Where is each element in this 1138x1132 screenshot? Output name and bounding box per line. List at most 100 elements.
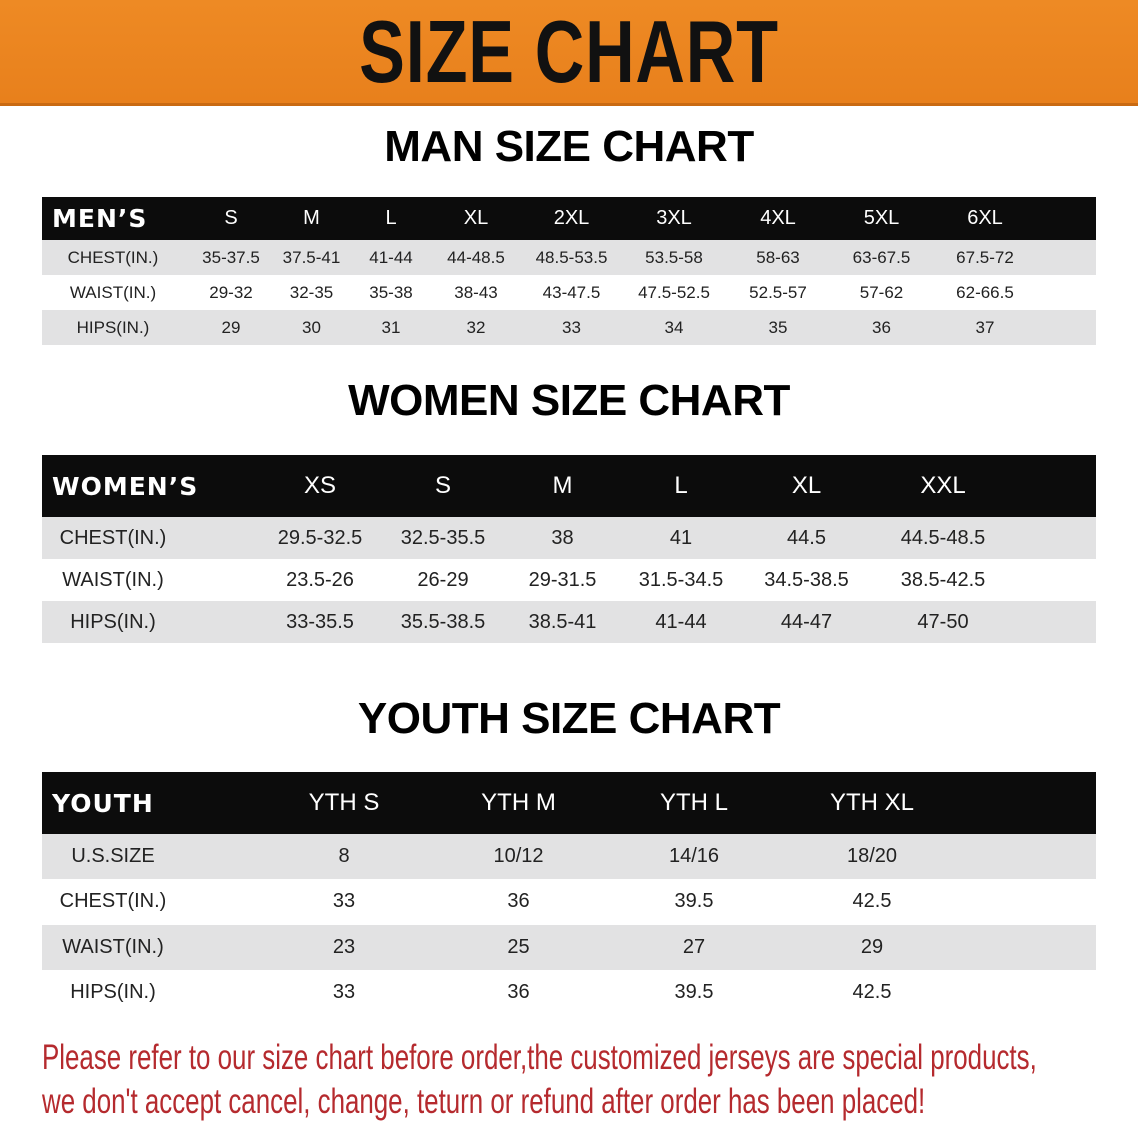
- table-cell: 42.5: [852, 890, 892, 913]
- size-column-header: XL: [791, 472, 822, 499]
- table-cell: 10/12: [493, 845, 544, 868]
- table-cell: 36: [507, 890, 530, 913]
- table-cell: 53.5-58: [645, 247, 703, 267]
- table-cell: 33-35.5: [286, 610, 354, 633]
- table-cell: 31: [381, 317, 401, 337]
- table-row: WAIST(IN.) 23.5-26 26-29 29-31.5 31.5-34.5 34…: [42, 559, 1096, 601]
- row-label-cell: U.S.SIZE: [42, 845, 257, 868]
- table-cell: 29-32: [209, 282, 253, 302]
- size-column-header: S: [224, 207, 238, 229]
- table-cell: 47-50: [917, 610, 969, 633]
- table-cell: 34: [664, 317, 684, 337]
- table-header-row: YOUTH YTH S YTH M YTH L YTH XL: [42, 772, 1096, 834]
- table-cell: 41-44: [655, 610, 707, 633]
- size-column-header: YTH S: [308, 789, 380, 816]
- table-cell: 25: [507, 935, 530, 958]
- table-row: CHEST(IN.) 35-37.5 37.5-41 41-44 44-48.5 48.5…: [42, 240, 1096, 275]
- table-cell: 38.5-41: [528, 610, 597, 633]
- size-column-header: L: [674, 472, 688, 499]
- size-column-header: XXL: [920, 472, 966, 499]
- size-column-header: M: [303, 207, 320, 229]
- size-column-header: 2XL: [553, 207, 590, 229]
- table-cell: 23.5-26: [286, 568, 354, 591]
- table-cell: 14/16: [668, 845, 720, 868]
- row-label: U.S.SIZE: [71, 845, 155, 868]
- table-cell: 44-47: [780, 610, 833, 633]
- table-cell: 29: [221, 317, 241, 337]
- table-cell: 36: [872, 317, 891, 337]
- table-cell: 57-62: [859, 282, 904, 302]
- table-cell: 37: [975, 317, 995, 337]
- row-label-cell: WAIST(IN.): [42, 283, 190, 303]
- table-row: CHEST(IN.) 29.5-32.5 32.5-35.5 38 41 44.5 44.5…: [42, 517, 1096, 559]
- table-header-label: YOUTH: [52, 788, 154, 818]
- size-column-header: XS: [303, 472, 336, 499]
- table-cell: 39.5: [674, 981, 714, 1004]
- table-row: WAIST(IN.) 23 25 27 29: [42, 924, 1096, 970]
- table-cell: 42.5: [852, 981, 892, 1004]
- youth-size-table: YOUTH YTH S YTH M YTH L YTH XL U.S.SIZE 8 10/12…: [42, 772, 1096, 1016]
- table-cell: 35-38: [369, 282, 413, 302]
- women-size-table: WOMEN’S XS S M L XL XXL CHEST(IN.) 29.5-32.5 32.5…: [42, 455, 1096, 643]
- table-cell: 41: [669, 526, 693, 549]
- table-cell: 37.5-41: [282, 247, 341, 267]
- table-cell: 47.5-52.5: [638, 282, 710, 302]
- table-cell: 30: [302, 317, 321, 337]
- table-cell: 44-48.5: [447, 247, 505, 267]
- banner-title: SIZE CHART: [359, 2, 779, 101]
- banner: SIZE CHART: [0, 0, 1138, 106]
- table-cell: 18/20: [846, 845, 898, 868]
- table-row: CHEST(IN.) 33 36 39.5 42.5: [42, 879, 1096, 925]
- row-label-cell: WAIST(IN.): [42, 569, 258, 592]
- table-row: HIPS(IN.) 33 36 39.5 42.5: [42, 969, 1096, 1016]
- table-cell: 35.5-38.5: [400, 610, 486, 633]
- table-header-label: MEN’S: [52, 204, 148, 233]
- table-cell: 63-67.5: [852, 247, 911, 267]
- table-cell: 62-66.5: [956, 282, 1014, 302]
- row-label: WAIST(IN.): [62, 935, 164, 958]
- table-cell: 29-31.5: [528, 568, 597, 591]
- table-row: HIPS(IN.) 29 30 31 32 33 34 35 36 37: [42, 310, 1096, 345]
- row-label: HIPS(IN.): [76, 317, 150, 337]
- size-column-header: YTH M: [481, 789, 556, 816]
- row-label: WAIST(IN.): [69, 282, 157, 302]
- row-label: CHEST(IN.): [59, 526, 167, 549]
- table-cell: 35: [768, 317, 788, 337]
- table-cell: 29: [860, 935, 884, 958]
- table-cell: 33: [332, 890, 356, 913]
- table-cell: 32.5-35.5: [400, 526, 486, 549]
- table-cell: 39.5: [674, 890, 714, 913]
- table-header-row: WOMEN’S XS S M L XL XXL: [42, 455, 1096, 517]
- table-cell: 32-35: [289, 282, 334, 302]
- table-cell: 38.5-42.5: [900, 568, 986, 591]
- table-cell: 36: [507, 981, 530, 1004]
- table-cell: 43-47.5: [542, 282, 601, 302]
- table-header-row: MEN’S S M L XL 2XL 3XL 4XL 5XL 6XL: [42, 197, 1096, 240]
- row-label: HIPS(IN.): [70, 610, 156, 633]
- size-column-header: 6XL: [967, 207, 1003, 229]
- size-column-header: L: [385, 207, 397, 229]
- row-label-cell: WAIST(IN.): [42, 936, 257, 959]
- table-cell: 48.5-53.5: [535, 247, 608, 267]
- table-row: HIPS(IN.) 33-35.5 35.5-38.5 38.5-41 41-44 44-…: [42, 601, 1096, 643]
- row-label-cell: HIPS(IN.): [42, 318, 190, 338]
- table-cell: 27: [682, 935, 706, 958]
- row-label-cell: HIPS(IN.): [42, 981, 257, 1004]
- row-label-cell: HIPS(IN.): [42, 611, 258, 634]
- row-label-cell: CHEST(IN.): [42, 248, 190, 268]
- size-column-header: YTH L: [659, 789, 728, 816]
- row-label: CHEST(IN.): [59, 890, 167, 913]
- table-cell: 35-37.5: [202, 247, 260, 267]
- youth-section-title: YOUTH SIZE CHART: [357, 694, 781, 743]
- table-cell: 44.5: [787, 526, 826, 549]
- table-cell: 34.5-38.5: [764, 568, 849, 591]
- table-cell: 38: [551, 526, 574, 549]
- order-notice-line-2: we don't accept cancel, change, teturn o…: [42, 1082, 926, 1121]
- row-label-cell: CHEST(IN.): [42, 890, 257, 913]
- table-cell: 44.5-48.5: [900, 526, 986, 549]
- size-column-header: 5XL: [863, 207, 900, 229]
- men-section-title: MAN SIZE CHART: [384, 122, 754, 171]
- order-notice-line-1: Please refer to our size chart before or…: [42, 1038, 1037, 1077]
- table-cell: 38-43: [454, 282, 498, 302]
- order-notice: Please refer to our size chart before or…: [42, 1036, 1037, 1124]
